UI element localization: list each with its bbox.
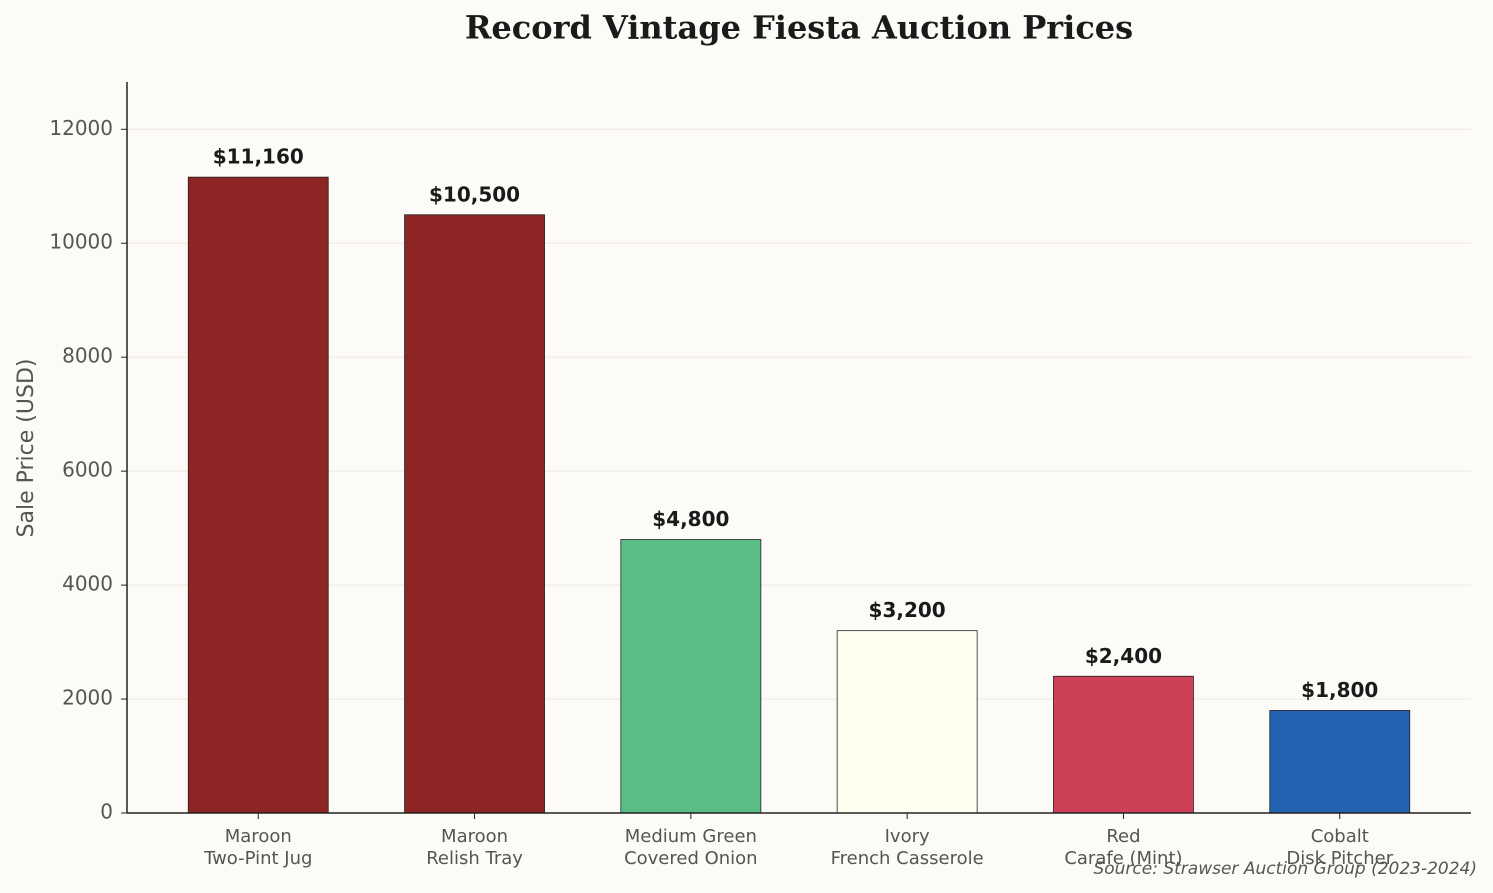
y-tick-label: 8000 (62, 344, 113, 368)
y-tick-label: 2000 (62, 686, 113, 710)
bar (620, 539, 762, 814)
x-tick-label: Two-Pint Jug (203, 848, 312, 869)
x-tick-label: Red (1106, 826, 1140, 847)
x-tick-label: Relish Tray (426, 848, 523, 869)
value-label: $3,200 (869, 598, 946, 622)
chart-title: Record Vintage Fiesta Auction Prices (465, 9, 1133, 47)
x-tick-label: Ivory (885, 826, 930, 847)
value-label: $2,400 (1085, 644, 1162, 668)
y-tick-label: 4000 (62, 572, 113, 596)
bar (404, 214, 545, 814)
bar (1269, 710, 1411, 814)
y-axis-label: Sale Price (USD) (14, 359, 39, 538)
x-tick-label: Carafe (Mint) (1064, 848, 1182, 869)
bar (836, 630, 978, 814)
y-tick-label: 0 (100, 800, 113, 824)
value-label: $4,800 (652, 507, 729, 531)
x-tick-label: Maroon (225, 826, 292, 847)
y-tick-label: 6000 (62, 458, 113, 482)
x-tick-label: Disk Pitcher (1286, 848, 1393, 869)
source-note: Source: Strawser Auction Group (2023-202… (1093, 859, 1477, 879)
x-tick-label: Covered Onion (624, 848, 758, 869)
value-label: $10,500 (429, 182, 520, 206)
value-label: $11,160 (213, 145, 304, 169)
x-tick-label: Cobalt (1311, 826, 1369, 847)
x-tick-label: French Casserole (831, 848, 984, 869)
x-tick-label: Medium Green (625, 826, 757, 847)
bar (187, 176, 329, 814)
y-tick-label: 12000 (49, 116, 113, 140)
value-label: $1,800 (1301, 678, 1378, 702)
x-tick-label: Maroon (441, 826, 508, 847)
y-tick-label: 10000 (49, 230, 113, 254)
bar (1053, 675, 1194, 814)
marks (187, 176, 1411, 814)
